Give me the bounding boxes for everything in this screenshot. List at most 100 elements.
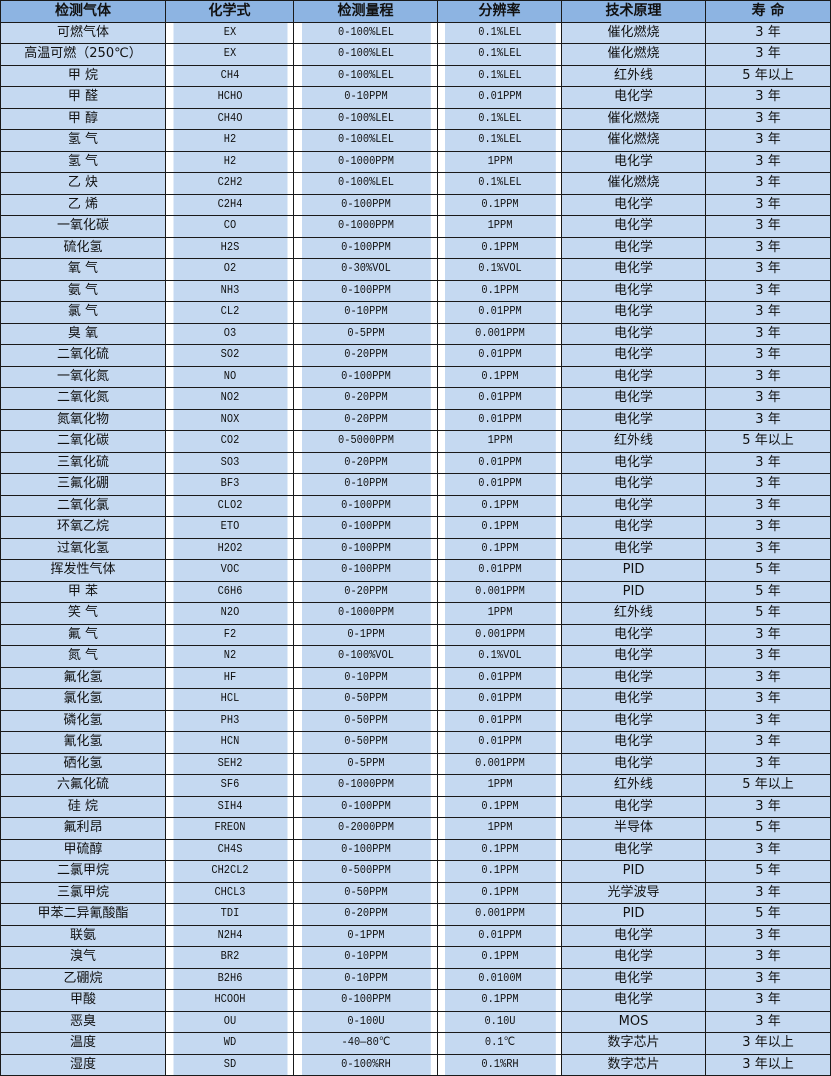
cell-gas-name: 磷化氢: [0, 709, 166, 732]
cell-resolution: 0.1%LEL: [443, 43, 556, 66]
cell-principle: 电化学: [561, 301, 706, 324]
cell-range: 0-10PPM: [300, 473, 431, 496]
cell-gas-name: 二氧化氯: [0, 494, 166, 517]
cell-range: 0-50PPM: [300, 731, 431, 754]
cell-gas-name: 可燃气体: [0, 21, 166, 44]
cell-resolution: 0.1%LEL: [443, 107, 556, 130]
cell-lifespan: 3 年: [705, 666, 831, 689]
cell-gas-name: 氮 气: [0, 645, 166, 668]
cell-formula: C2H4: [171, 193, 288, 216]
cell-principle: 电化学: [561, 451, 706, 474]
cell-range: 0-1000PPM: [300, 602, 431, 625]
cell-range: 0-100PPM: [300, 236, 431, 259]
cell-resolution: 0.1PPM: [443, 881, 556, 904]
cell-range: 0-20PPM: [300, 451, 431, 474]
cell-range: 0-100PPM: [300, 559, 431, 582]
cell-principle: 电化学: [561, 645, 706, 668]
cell-lifespan: 3 年: [705, 236, 831, 259]
cell-formula: HCOOH: [171, 989, 288, 1012]
table-row: 乙 烯 C2H4 0-100PPM 0.1PPM 电化学 3 年: [0, 193, 831, 216]
cell-lifespan: 3 年: [705, 215, 831, 238]
cell-formula: CH4: [171, 64, 288, 87]
cell-principle: 催化燃烧: [561, 43, 706, 66]
cell-principle: 催化燃烧: [561, 21, 706, 44]
table-row: 笑 气 N2O 0-1000PPM 1PPM 红外线 5 年: [0, 602, 831, 625]
table-row: 湿度 SD 0-100%RH 0.1%RH 数字芯片 3 年以上: [0, 1053, 831, 1076]
cell-gas-name: 乙 炔: [0, 172, 166, 195]
cell-formula: CO2: [171, 430, 288, 453]
cell-principle: 电化学: [561, 537, 706, 560]
cell-lifespan: 3 年: [705, 21, 831, 44]
cell-resolution: 0.1PPM: [443, 494, 556, 517]
cell-formula: B2H6: [171, 967, 288, 990]
cell-range: 0-100%LEL: [300, 43, 431, 66]
cell-resolution: 0.01PPM: [443, 709, 556, 732]
cell-principle: 光学波导: [561, 881, 706, 904]
table-row: 氮氧化物 NOX 0-20PPM 0.01PPM 电化学 3 年: [0, 408, 831, 431]
cell-range: 0-10PPM: [300, 666, 431, 689]
cell-resolution: 1PPM: [443, 215, 556, 238]
cell-principle: 电化学: [561, 236, 706, 259]
cell-gas-name: 二氧化碳: [0, 430, 166, 453]
column-header-resolution: 分辨率: [437, 0, 562, 23]
cell-gas-name: 臭 氧: [0, 322, 166, 345]
cell-formula: SO2: [171, 344, 288, 367]
cell-lifespan: 5 年: [705, 602, 831, 625]
table-row: 氨 气 NH3 0-100PPM 0.1PPM 电化学 3 年: [0, 279, 831, 302]
cell-principle: 电化学: [561, 365, 706, 388]
cell-gas-name: 挥发性气体: [0, 559, 166, 582]
cell-lifespan: 5 年以上: [705, 64, 831, 87]
cell-lifespan: 3 年以上: [705, 1032, 831, 1055]
cell-lifespan: 5 年以上: [705, 430, 831, 453]
column-header-formula: 化学式: [165, 0, 294, 23]
table-row: 二氧化氯 CLO2 0-100PPM 0.1PPM 电化学 3 年: [0, 494, 831, 517]
cell-lifespan: 3 年: [705, 623, 831, 646]
cell-lifespan: 3 年: [705, 924, 831, 947]
cell-principle: 电化学: [561, 516, 706, 539]
cell-lifespan: 5 年: [705, 559, 831, 582]
cell-resolution: 1PPM: [443, 774, 556, 797]
cell-range: 0-5000PPM: [300, 430, 431, 453]
cell-gas-name: 氟化氢: [0, 666, 166, 689]
table-row: 高温可燃（250℃） EX 0-100%LEL 0.1%LEL 催化燃烧 3 年: [0, 43, 831, 66]
cell-range: 0-50PPM: [300, 688, 431, 711]
cell-gas-name: 笑 气: [0, 602, 166, 625]
cell-lifespan: 3 年: [705, 279, 831, 302]
cell-range: 0-500PPM: [300, 860, 431, 883]
cell-formula: NO: [171, 365, 288, 388]
cell-formula: NO2: [171, 387, 288, 410]
cell-lifespan: 3 年: [705, 451, 831, 474]
cell-lifespan: 3 年: [705, 645, 831, 668]
cell-resolution: 0.0100M: [443, 967, 556, 990]
cell-resolution: 0.01PPM: [443, 451, 556, 474]
cell-gas-name: 一氧化氮: [0, 365, 166, 388]
cell-principle: 红外线: [561, 430, 706, 453]
cell-gas-name: 硅 烷: [0, 795, 166, 818]
cell-range: 0-100PPM: [300, 193, 431, 216]
cell-resolution: 0.001PPM: [443, 623, 556, 646]
cell-principle: 半导体: [561, 817, 706, 840]
cell-formula: H2O2: [171, 537, 288, 560]
cell-resolution: 0.001PPM: [443, 580, 556, 603]
cell-formula: VOC: [171, 559, 288, 582]
cell-principle: 电化学: [561, 193, 706, 216]
table-row: 氧 气 O2 0-30%VOL 0.1%VOL 电化学 3 年: [0, 258, 831, 281]
cell-formula: HCN: [171, 731, 288, 754]
cell-gas-name: 甲 醇: [0, 107, 166, 130]
cell-resolution: 0.1PPM: [443, 516, 556, 539]
cell-resolution: 0.1PPM: [443, 236, 556, 259]
cell-lifespan: 3 年: [705, 129, 831, 152]
cell-principle: 电化学: [561, 473, 706, 496]
table-row: 氮 气 N2 0-100%VOL 0.1%VOL 电化学 3 年: [0, 645, 831, 668]
table-row: 甲 苯 C6H6 0-20PPM 0.001PPM PID 5 年: [0, 580, 831, 603]
table-row: 一氧化氮 NO 0-100PPM 0.1PPM 电化学 3 年: [0, 365, 831, 388]
cell-resolution: 1PPM: [443, 602, 556, 625]
cell-lifespan: 3 年: [705, 408, 831, 431]
cell-range: 0-20PPM: [300, 580, 431, 603]
table-row: 甲酸 HCOOH 0-100PPM 0.1PPM 电化学 3 年: [0, 989, 831, 1012]
table-row: 乙 炔 C2H2 0-100%LEL 0.1%LEL 催化燃烧 3 年: [0, 172, 831, 195]
cell-gas-name: 硒化氢: [0, 752, 166, 775]
cell-gas-name: 环氧乙烷: [0, 516, 166, 539]
cell-lifespan: 3 年: [705, 731, 831, 754]
table-row: 臭 氧 O3 0-5PPM 0.001PPM 电化学 3 年: [0, 322, 831, 345]
